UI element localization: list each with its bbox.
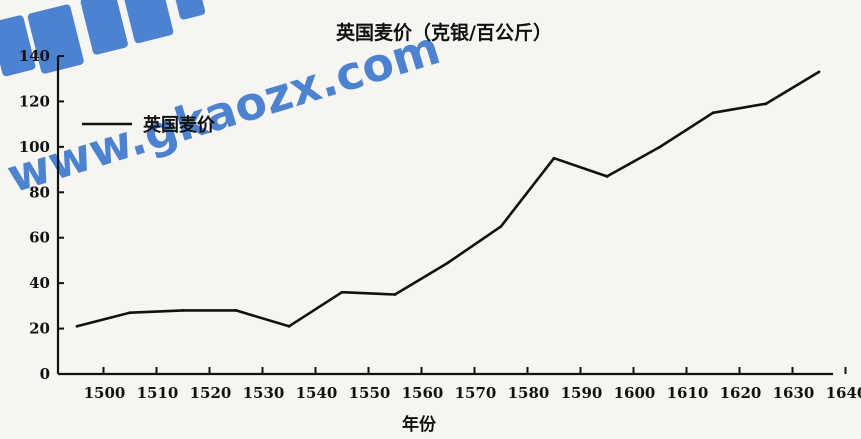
axes	[56, 56, 833, 376]
x-tick-label: 1520	[190, 384, 232, 402]
y-tick-label: 80	[29, 183, 50, 201]
data-point	[446, 261, 450, 265]
x-tick-label: 1580	[508, 384, 550, 402]
data-point	[393, 293, 397, 296]
data-point	[658, 145, 662, 149]
data-point	[340, 290, 344, 294]
x-tick-label: 1570	[455, 384, 497, 402]
data-point	[128, 311, 132, 315]
data-point	[75, 324, 79, 328]
data-point	[181, 309, 185, 312]
data-point	[552, 156, 556, 160]
x-axis-ticks: 1500 1510 1520 1530 1540 1550 1560 1570 1580 1590…	[84, 367, 861, 402]
data-point	[234, 309, 238, 312]
watermark-logo	[0, 0, 206, 77]
legend-label: 英国麦价	[142, 114, 216, 136]
legend: 英国麦价	[82, 114, 216, 136]
x-tick-label: 1500	[84, 384, 126, 402]
data-point	[287, 324, 291, 328]
x-tick-label: 1560	[402, 384, 444, 402]
y-tick-label: 0	[40, 365, 50, 383]
y-tick-label: 40	[29, 274, 50, 292]
y-tick-label: 60	[29, 229, 50, 247]
data-point	[764, 102, 768, 106]
x-tick-label: 1510	[137, 384, 179, 402]
x-tick-label: 1550	[349, 384, 391, 402]
y-tick-label: 100	[19, 138, 50, 156]
data-point	[605, 174, 609, 178]
chart-title: 英国麦价（克银/百公斤）	[336, 21, 552, 44]
data-point	[711, 111, 715, 115]
y-tick-label: 20	[29, 320, 50, 338]
x-tick-label: 1530	[243, 384, 285, 402]
y-tick-label: 140	[19, 47, 50, 65]
x-tick-label: 1590	[561, 384, 603, 402]
x-axis-label: 年份	[402, 414, 437, 435]
x-tick-label: 1640	[826, 384, 861, 402]
x-tick-label: 1610	[667, 384, 709, 402]
data-point	[817, 70, 821, 74]
series-points	[75, 70, 821, 328]
y-tick-label: 120	[19, 92, 50, 110]
y-axis-ticks: 0 20 40 60 80 100 120 140	[19, 47, 64, 383]
data-point	[499, 224, 503, 228]
x-tick-label: 1620	[720, 384, 762, 402]
x-tick-label: 1540	[296, 384, 338, 402]
x-tick-label: 1630	[773, 384, 815, 402]
x-tick-label: 1600	[614, 384, 656, 402]
